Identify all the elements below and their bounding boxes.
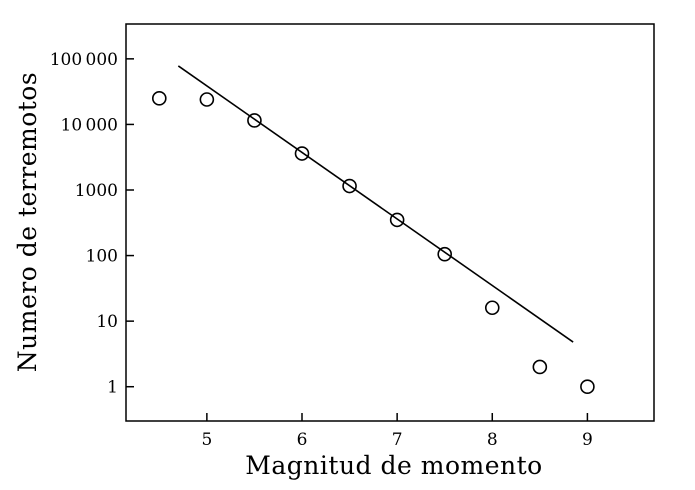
x-axis-ticks: 5 6 7 8 9: [201, 413, 593, 450]
x-tick-label: 6: [297, 430, 308, 450]
data-point: [484, 300, 500, 316]
x-tick-label: 5: [201, 430, 212, 450]
data-point: [294, 146, 310, 161]
data-point: [199, 92, 215, 107]
data-point: [389, 212, 405, 228]
x-tick-label: 9: [582, 430, 593, 450]
y-tick-label: 10: [96, 312, 118, 332]
plot-frame: [125, 23, 655, 422]
fit-line: [177, 65, 574, 343]
data-point: [151, 91, 167, 106]
y-tick-label: 100: [86, 247, 118, 267]
y-tick-label: 10 000: [61, 115, 118, 135]
y-axis-ticks: 1 10 100 1000 10 000 100 000: [50, 50, 134, 398]
data-point: [342, 178, 357, 194]
x-axis-title: Magnitud de momento: [245, 451, 542, 480]
data-point: [580, 379, 595, 395]
data-point: [532, 359, 548, 375]
y-tick-label: 100 000: [50, 50, 118, 70]
y-axis-title: Numero de terremotos: [13, 72, 42, 372]
y-tick-label: 1: [107, 378, 118, 398]
x-tick-label: 8: [487, 430, 498, 450]
data-point: [437, 246, 453, 262]
y-tick-label: 1000: [75, 181, 118, 201]
data-point: [247, 113, 262, 128]
x-tick-label: 7: [392, 430, 403, 450]
series-layer: [151, 65, 595, 395]
